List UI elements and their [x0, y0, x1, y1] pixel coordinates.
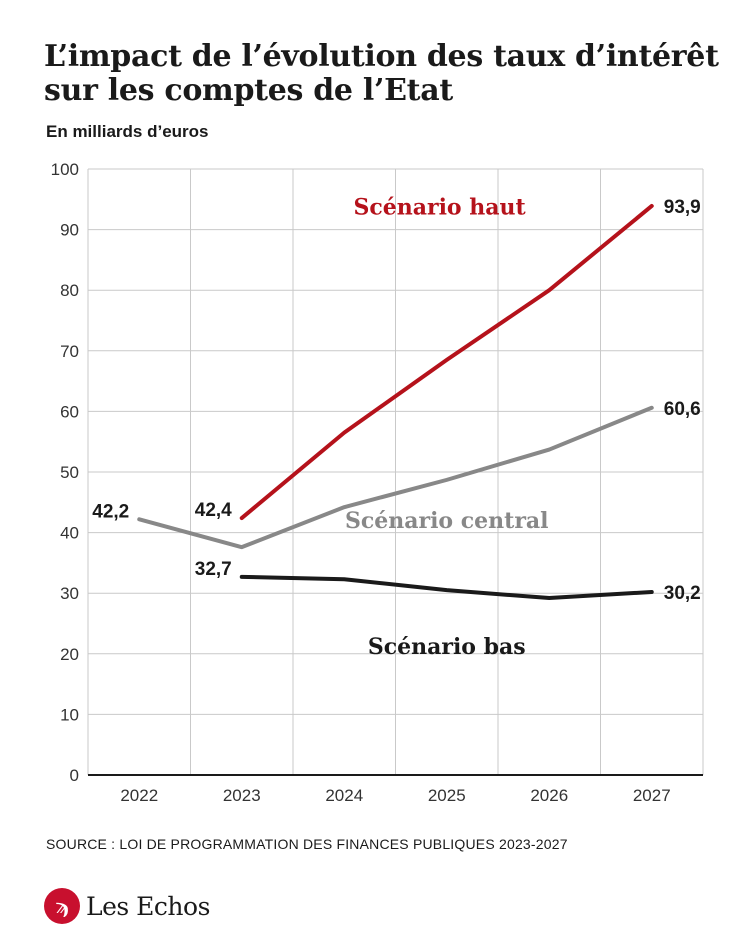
y-tick-label: 0 — [70, 766, 79, 785]
y-tick-label: 60 — [60, 402, 79, 421]
y-tick-label: 90 — [60, 221, 79, 240]
data-label: 32,7 — [195, 559, 232, 580]
y-tick-label: 80 — [60, 281, 79, 300]
line-chart: 0 10 20 30 40 50 60 70 80 90 100 2022 2023 2024 2025 20… — [51, 160, 704, 805]
series-name-label: Scénario bas — [368, 634, 526, 660]
data-label: 30,2 — [664, 583, 701, 604]
data-label: 93,9 — [664, 197, 701, 218]
chart-title-line-2: sur les comptes de l’Etat — [44, 73, 453, 108]
brand-logo-icon: ϡ — [44, 888, 80, 924]
x-tick-label: 2027 — [633, 786, 671, 805]
chart-subtitle: En milliards d’euros — [46, 122, 209, 141]
x-tick-label: 2022 — [120, 786, 158, 805]
x-tick-label: 2025 — [428, 786, 466, 805]
brand-name: Les Echos — [86, 891, 210, 921]
series-line-0 — [239, 203, 654, 521]
y-tick-label: 70 — [60, 342, 79, 361]
series-line-1 — [137, 405, 654, 550]
x-tick-label: 2024 — [325, 786, 363, 805]
source-note: SOURCE : LOI DE PROGRAMMATION DES FINANC… — [46, 836, 568, 852]
brand-logo-block: ϡ Les Echos — [44, 886, 210, 926]
series-name-label: Scénario haut — [353, 194, 526, 220]
x-tick-label: 2023 — [223, 786, 261, 805]
data-label: 60,6 — [664, 399, 701, 420]
y-tick-label: 10 — [60, 705, 79, 724]
chart-title-line-1: L’impact de l’évolution des taux d’intér… — [44, 39, 719, 74]
y-tick-label: 100 — [51, 160, 79, 179]
y-tick-label: 30 — [60, 584, 79, 603]
series-name-label: Scénario central — [345, 508, 549, 534]
y-tick-label: 40 — [60, 524, 79, 543]
data-label: 42,2 — [92, 501, 129, 522]
series-line-2 — [239, 574, 654, 601]
y-tick-label: 20 — [60, 645, 79, 664]
data-label: 42,4 — [195, 500, 232, 521]
y-tick-label: 50 — [60, 463, 79, 482]
x-tick-label: 2026 — [530, 786, 568, 805]
chart-title: L’impact de l’évolution des taux d’intér… — [44, 40, 724, 108]
